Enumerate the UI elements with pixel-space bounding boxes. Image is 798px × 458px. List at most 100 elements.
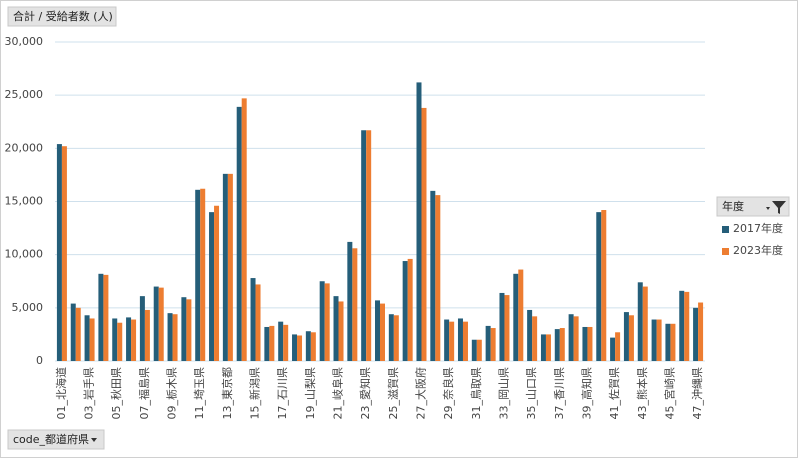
bar — [338, 301, 344, 361]
bar — [615, 332, 621, 361]
x-tick-label: 37_香川県 — [553, 367, 566, 420]
value-field-button[interactable]: 合計 / 受給者数 (人) — [7, 6, 117, 27]
bar — [103, 274, 109, 361]
bar — [402, 261, 408, 361]
x-tick-label: 21_岐阜県 — [332, 367, 345, 420]
bar — [153, 286, 159, 361]
bar — [513, 273, 519, 361]
y-tick-label: 25,000 — [5, 88, 44, 101]
bar — [200, 188, 206, 361]
axis-field-button[interactable]: code_都道府県 — [7, 429, 105, 450]
bar — [490, 328, 496, 361]
bar — [222, 173, 228, 361]
bar — [126, 317, 132, 361]
bar — [333, 296, 339, 361]
bar — [84, 315, 90, 361]
bar — [167, 313, 173, 361]
bar — [504, 295, 510, 361]
bar — [366, 130, 372, 361]
bar — [499, 292, 505, 361]
bar — [227, 173, 233, 361]
bar — [573, 316, 579, 361]
filter-icon — [766, 201, 786, 214]
bar — [75, 307, 81, 361]
x-tick-label: 45_宮崎県 — [662, 367, 676, 420]
x-tick-label: 03_岩手県 — [82, 367, 96, 420]
bar — [278, 321, 284, 361]
bar — [568, 314, 574, 361]
bar — [449, 321, 455, 361]
legend-swatch — [722, 248, 729, 255]
bar — [172, 314, 178, 361]
bar — [587, 326, 593, 361]
bar — [540, 334, 546, 361]
bar — [527, 309, 533, 361]
bar — [61, 146, 67, 361]
bar — [485, 325, 491, 361]
bar — [444, 319, 450, 361]
bar — [693, 307, 699, 361]
bar — [380, 303, 385, 361]
y-tick-label: 20,000 — [5, 141, 44, 154]
bar — [117, 322, 123, 361]
x-tick-label: 29_奈良県 — [441, 367, 455, 420]
bar — [250, 278, 256, 361]
bar — [283, 324, 289, 361]
bar — [305, 331, 311, 361]
button-bg — [7, 6, 117, 27]
button-bg — [7, 429, 105, 450]
bar — [195, 189, 201, 361]
bar — [89, 318, 95, 361]
x-tick-label: 19_山梨県 — [303, 367, 317, 420]
bar — [56, 144, 62, 361]
bar — [214, 205, 220, 361]
bar — [269, 325, 275, 361]
bar — [651, 319, 657, 361]
bar — [352, 248, 358, 361]
bar — [684, 291, 690, 361]
x-tick-label: 11_埼玉県 — [192, 367, 206, 420]
bar — [637, 282, 643, 361]
x-tick-label: 39_高知県 — [579, 367, 593, 420]
bar — [264, 326, 270, 361]
bar — [347, 241, 353, 361]
bar — [236, 106, 242, 361]
bar — [388, 314, 394, 361]
axis-field: code_都道府県 — [13, 432, 89, 446]
bar — [131, 319, 137, 361]
bar — [670, 323, 676, 361]
bar — [554, 329, 560, 361]
bar — [596, 212, 602, 361]
bar — [518, 269, 524, 361]
y-tick-label: 15,000 — [5, 195, 44, 208]
x-tick-label: 01_北海道 — [54, 367, 68, 420]
legend-field-button[interactable]: 年度 — [716, 196, 790, 217]
x-tick-label: 27_大阪府 — [413, 367, 427, 420]
bar — [416, 82, 422, 361]
bar — [601, 210, 607, 361]
bar — [139, 296, 145, 361]
x-tick-label: 23_愛知県 — [358, 367, 372, 420]
bar — [642, 286, 648, 361]
bar — [407, 258, 413, 361]
x-tick-label: 05_秋田県 — [109, 367, 123, 420]
legend-label: 2023年度 — [733, 243, 783, 257]
bar — [255, 284, 261, 361]
legend-label: 2017年度 — [733, 221, 783, 235]
bar — [698, 302, 704, 361]
bar — [471, 339, 477, 361]
bar — [361, 130, 367, 361]
bar — [70, 303, 76, 361]
bar — [209, 212, 215, 361]
bar — [628, 315, 634, 361]
bar — [532, 316, 538, 361]
bar — [430, 190, 436, 361]
bar — [98, 273, 104, 361]
x-tick-label: 09_栃木県 — [165, 367, 179, 420]
x-tick-label: 47_沖縄県 — [690, 367, 704, 420]
legend-swatch — [722, 226, 729, 233]
bar — [545, 334, 551, 361]
bar — [462, 321, 468, 361]
bar — [476, 339, 482, 361]
